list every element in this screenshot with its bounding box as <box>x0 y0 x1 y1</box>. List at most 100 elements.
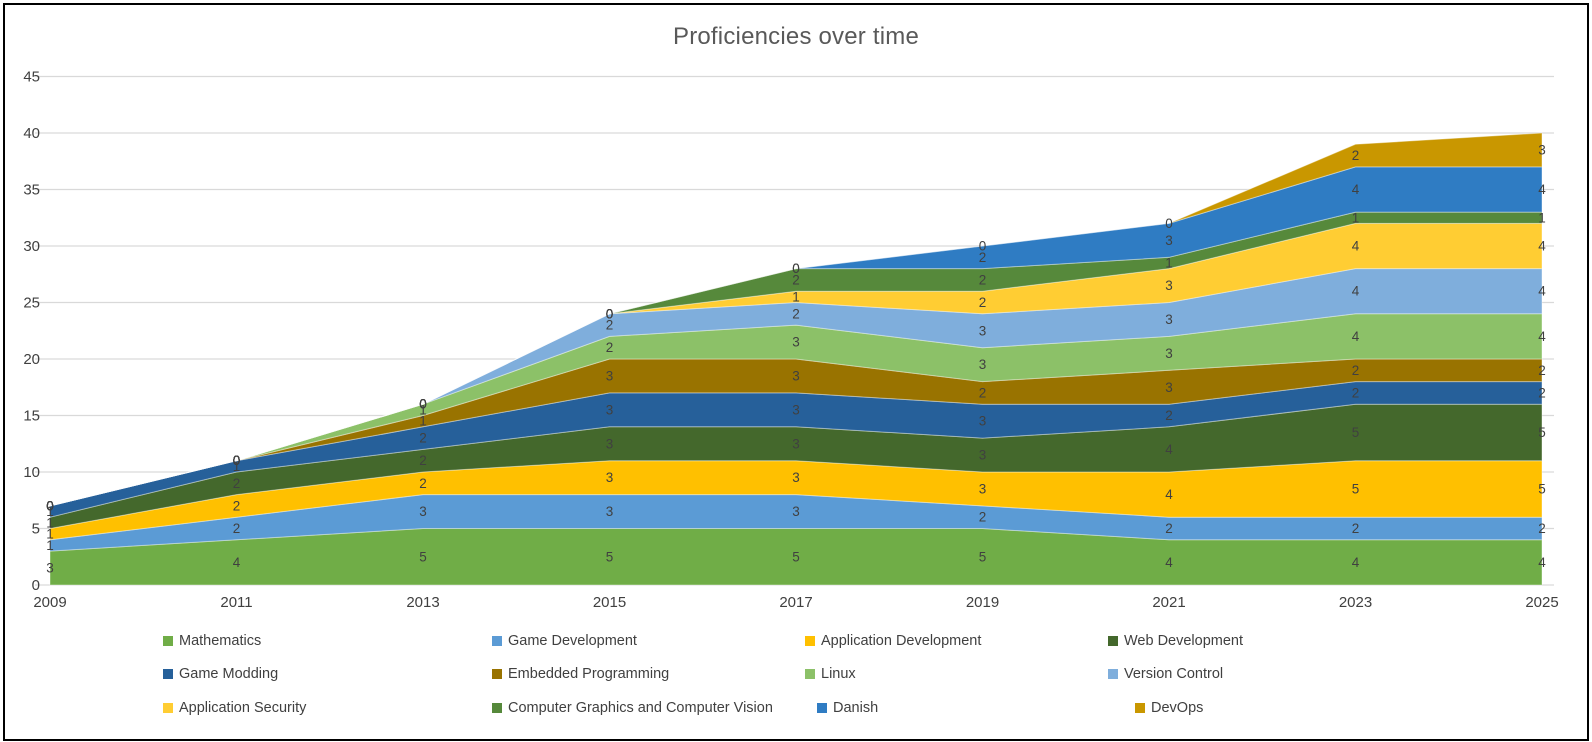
legend-item-danish[interactable]: Danish <box>817 700 878 716</box>
data-label: 4 <box>1165 487 1173 502</box>
legend-item-game-modding[interactable]: Game Modding <box>163 666 279 682</box>
data-label: 0 <box>419 397 427 412</box>
data-label: 2 <box>419 431 427 446</box>
area-series-application-security[interactable] <box>49 222 1543 507</box>
area-series-computer-graphics-and-computer-vision[interactable] <box>49 211 1543 507</box>
data-label: 1 <box>46 527 54 542</box>
data-label: 2 <box>1352 521 1360 536</box>
legend-label: Application Development <box>821 633 982 649</box>
data-label: 1 <box>46 515 54 530</box>
data-label: 5 <box>1352 481 1360 496</box>
data-label: 2 <box>233 476 241 491</box>
x-tick-label: 2011 <box>220 594 252 611</box>
data-label: 2 <box>1538 521 1546 536</box>
chart-window: Proficiencies over time 0 5 10 15 20 25 30 35 40… <box>3 3 1589 741</box>
data-label: 3 <box>1538 142 1546 157</box>
data-label: 3 <box>1165 233 1173 248</box>
x-tick-label: 2017 <box>779 594 812 611</box>
data-label: 0 <box>233 453 241 468</box>
x-tick-label: 2025 <box>1525 594 1558 611</box>
data-label: 4 <box>1165 555 1173 570</box>
data-label: 0 <box>46 498 54 513</box>
legend-item-application-development[interactable]: Application Development <box>805 633 982 649</box>
y-tick-label: 5 <box>32 521 40 538</box>
x-tick-label: 2015 <box>593 594 626 611</box>
data-label: 0 <box>46 498 54 513</box>
data-label: 5 <box>606 549 614 564</box>
legend-label: Application Security <box>179 700 307 716</box>
data-label: 3 <box>1165 312 1173 327</box>
legend-item-linux[interactable]: Linux <box>805 666 856 682</box>
data-label: 1 <box>46 504 54 519</box>
area-series-devops[interactable] <box>49 132 1543 507</box>
data-label: 2 <box>1165 408 1173 423</box>
y-tick-label: 20 <box>23 351 40 368</box>
data-label: 1 <box>419 402 427 417</box>
data-label: 4 <box>1352 329 1360 344</box>
y-tick-label: 0 <box>32 577 40 594</box>
data-label: 3 <box>792 436 800 451</box>
area-series-linux[interactable] <box>49 313 1543 507</box>
area-series-version-control[interactable] <box>49 268 1543 507</box>
data-label: 3 <box>1165 380 1173 395</box>
y-tick-label: 30 <box>23 238 40 255</box>
legend-item-version-control[interactable]: Version Control <box>1108 666 1223 682</box>
data-label: 3 <box>792 402 800 417</box>
legend-item-computer-graphics-and-computer-vision[interactable]: Computer Graphics and Computer Vision <box>492 700 773 716</box>
data-label: 4 <box>1352 555 1360 570</box>
legend-swatch <box>1135 703 1145 713</box>
legend-item-embedded-programming[interactable]: Embedded Programming <box>492 666 670 682</box>
data-label: 0 <box>233 453 241 468</box>
data-label: 0 <box>46 498 54 513</box>
x-tick-label: 2021 <box>1152 594 1185 611</box>
data-label: 2 <box>1352 363 1360 378</box>
data-label: 5 <box>792 549 800 564</box>
data-label: 5 <box>979 549 987 564</box>
data-label: 2 <box>979 510 987 525</box>
data-label: 0 <box>233 453 241 468</box>
data-label: 2 <box>233 498 241 513</box>
data-label: 2 <box>1352 385 1360 400</box>
data-label: 1 <box>419 414 427 429</box>
data-label: 2 <box>979 250 987 265</box>
legend-label: Mathematics <box>179 633 262 649</box>
legend-label: Computer Graphics and Computer Vision <box>508 700 773 716</box>
data-label: 1 <box>792 289 800 304</box>
data-label: 2 <box>233 521 241 536</box>
data-label: 4 <box>1538 329 1546 344</box>
data-label: 2 <box>979 295 987 310</box>
legend-swatch <box>492 636 502 646</box>
data-label: 3 <box>1165 278 1173 293</box>
data-label: 0 <box>792 261 800 276</box>
legend-label: Embedded Programming <box>508 666 670 682</box>
data-label: 3 <box>606 504 614 519</box>
legend-label: DevOps <box>1151 700 1204 716</box>
y-tick-label: 35 <box>23 182 40 199</box>
legend-item-devops[interactable]: DevOps <box>1135 700 1204 716</box>
data-label: 2 <box>792 306 800 321</box>
data-label: 0 <box>419 397 427 412</box>
legend-swatch <box>805 669 815 679</box>
data-label: 4 <box>1352 182 1360 197</box>
data-label: 0 <box>979 239 987 254</box>
data-label: 1 <box>1538 210 1546 225</box>
data-label: 0 <box>419 397 427 412</box>
data-label: 0 <box>606 306 614 321</box>
data-label: 0 <box>606 306 614 321</box>
data-label: 2 <box>606 340 614 355</box>
legend-swatch <box>163 669 173 679</box>
area-series-danish[interactable] <box>49 166 1543 507</box>
legend-label: Game Development <box>508 633 637 649</box>
data-label: 5 <box>419 549 427 564</box>
legend-item-application-security[interactable]: Application Security <box>163 700 307 716</box>
legend-item-mathematics[interactable]: Mathematics <box>163 633 262 649</box>
data-label: 2 <box>1538 385 1546 400</box>
data-label: 2 <box>979 385 987 400</box>
legend-label: Game Modding <box>179 666 279 682</box>
legend-item-game-development[interactable]: Game Development <box>492 633 637 649</box>
data-label: 0 <box>46 498 54 513</box>
data-label: 0 <box>46 498 54 513</box>
legend-item-web-development[interactable]: Web Development <box>1108 633 1243 649</box>
data-label: 1 <box>1165 255 1173 270</box>
data-label: 3 <box>1165 346 1173 361</box>
